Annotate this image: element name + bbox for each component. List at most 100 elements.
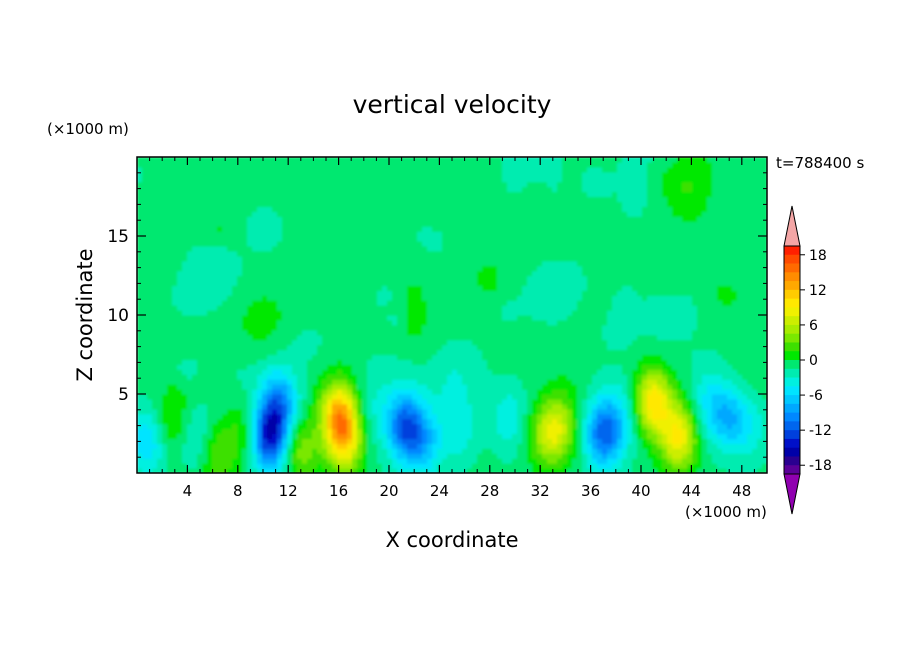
field-cell xyxy=(142,324,148,331)
field-cell xyxy=(402,458,408,464)
field-cell xyxy=(177,398,183,405)
field-cell xyxy=(227,364,233,370)
field-cell xyxy=(177,231,183,237)
field-cell xyxy=(437,413,443,420)
field-cell xyxy=(382,226,388,232)
field-cell xyxy=(207,191,213,198)
field-cell xyxy=(492,369,498,375)
field-cell xyxy=(342,453,348,459)
field-cell xyxy=(237,344,243,351)
field-cell xyxy=(197,354,203,361)
field-cell xyxy=(442,418,448,425)
field-cell xyxy=(367,379,373,385)
field-cell xyxy=(202,339,208,346)
field-cell xyxy=(367,403,373,410)
field-cell xyxy=(402,319,408,326)
field-cell xyxy=(262,463,268,469)
field-cell xyxy=(242,231,248,237)
field-cell xyxy=(412,438,418,444)
field-cell xyxy=(317,240,323,247)
field-cell xyxy=(502,186,508,193)
field-cell xyxy=(417,166,423,173)
field-cell xyxy=(192,354,198,361)
field-cell xyxy=(342,221,348,227)
field-cell xyxy=(237,295,243,301)
field-cell xyxy=(342,438,348,444)
field-cell xyxy=(307,201,313,207)
field-cell xyxy=(387,374,393,380)
field-cell xyxy=(487,418,493,425)
field-cell xyxy=(207,339,213,346)
field-cell xyxy=(197,191,203,198)
field-cell xyxy=(457,290,463,296)
field-cell xyxy=(277,379,283,385)
field-cell xyxy=(142,240,148,247)
field-cell xyxy=(307,181,313,188)
field-cell xyxy=(327,216,333,222)
field-cell xyxy=(277,191,283,198)
field-cell xyxy=(177,171,183,178)
field-cell xyxy=(282,270,288,277)
field-cell xyxy=(367,226,373,232)
field-cell xyxy=(312,265,318,272)
field-cell xyxy=(492,171,498,178)
field-cell xyxy=(322,226,328,232)
field-cell xyxy=(202,265,208,272)
field-cell xyxy=(267,196,273,203)
field-cell xyxy=(352,413,358,420)
field-cell xyxy=(172,161,178,168)
field-cell xyxy=(507,270,513,277)
field-cell xyxy=(142,374,148,380)
field-cell xyxy=(177,250,183,257)
field-cell xyxy=(392,438,398,444)
field-cell xyxy=(257,240,263,247)
field-cell xyxy=(447,428,453,435)
field-cell xyxy=(207,403,213,410)
field-cell xyxy=(307,315,313,321)
field-cell xyxy=(337,265,343,272)
field-cell xyxy=(167,433,173,440)
field-cell xyxy=(257,245,263,252)
field-cell xyxy=(187,310,193,316)
field-cell xyxy=(212,191,218,198)
field-cell xyxy=(407,196,413,203)
field-cell xyxy=(162,280,168,286)
field-cell xyxy=(142,157,148,163)
field-cell xyxy=(317,166,323,173)
field-cell xyxy=(437,240,443,247)
field-cell xyxy=(432,408,438,415)
field-cell xyxy=(307,285,313,291)
field-cell xyxy=(337,468,343,473)
field-cell xyxy=(452,453,458,459)
field-cell xyxy=(442,161,448,168)
field-cell xyxy=(422,236,428,242)
field-cell xyxy=(397,236,403,242)
field-cell xyxy=(197,226,203,232)
field-cell xyxy=(282,295,288,301)
field-cell xyxy=(417,231,423,237)
field-cell xyxy=(212,359,218,365)
field-cell xyxy=(492,295,498,301)
field-cell xyxy=(477,260,483,267)
field-cell xyxy=(257,161,263,168)
field-cell xyxy=(342,458,348,464)
field-cell xyxy=(362,255,368,262)
field-cell xyxy=(377,295,383,301)
field-cell xyxy=(277,285,283,291)
field-cell xyxy=(137,181,143,188)
field-cell xyxy=(252,231,258,237)
field-cell xyxy=(472,260,478,267)
field-cell xyxy=(437,453,443,459)
field-cell xyxy=(437,305,443,311)
field-cell xyxy=(292,319,298,326)
field-cell xyxy=(232,171,238,178)
field-cell xyxy=(152,166,158,173)
field-cell xyxy=(357,448,363,454)
field-cell xyxy=(442,344,448,351)
field-cell xyxy=(222,433,228,440)
field-cell xyxy=(317,423,323,430)
field-cell xyxy=(342,290,348,296)
field-cell xyxy=(477,231,483,237)
field-cell xyxy=(307,226,313,232)
field-cell xyxy=(462,433,468,440)
